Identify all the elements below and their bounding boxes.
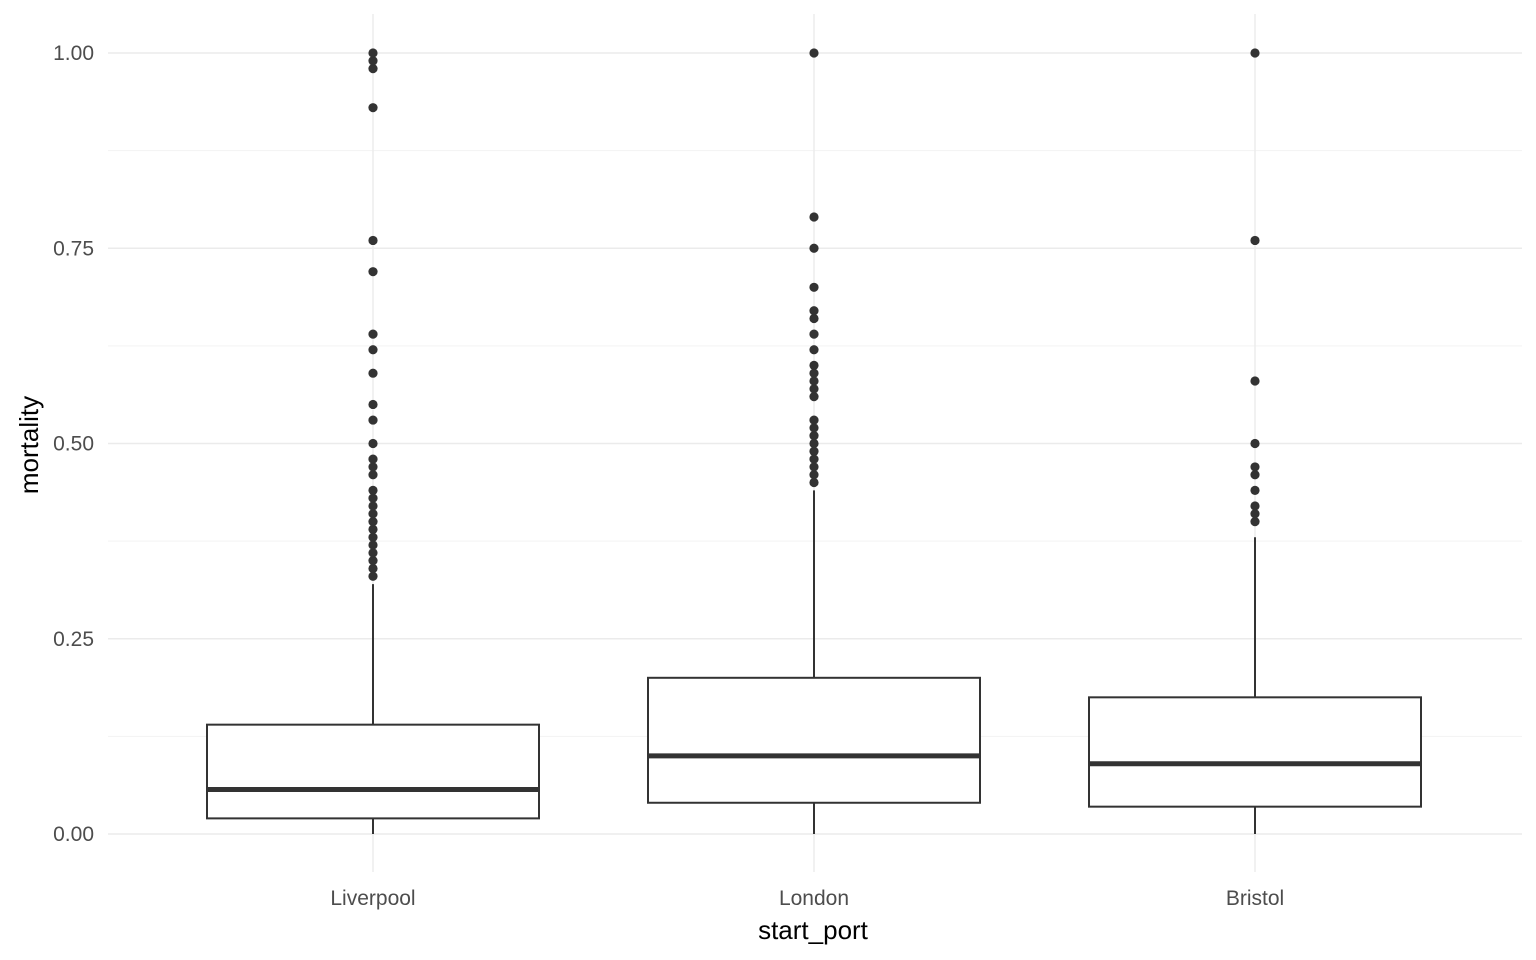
outlier-point <box>809 48 819 58</box>
y-tick-label: 0.75 <box>53 237 94 260</box>
x-axis-tick-labels: Liverpool London Bristol <box>330 887 1284 910</box>
outlier-point <box>368 235 378 246</box>
box-group-london <box>647 48 981 834</box>
outlier-point <box>368 399 378 410</box>
y-axis-tick-labels: 0.00 0.25 0.50 0.75 1.00 <box>53 42 94 846</box>
outlier-point <box>1250 48 1260 58</box>
outlier-point <box>368 329 378 339</box>
outlier-point <box>1250 470 1260 480</box>
outlier-point <box>809 384 819 394</box>
outlier-point <box>368 56 378 66</box>
outlier-point <box>809 438 819 449</box>
outlier-point <box>809 212 819 222</box>
box-group-liverpool <box>206 48 540 834</box>
x-tick-label: London <box>779 887 849 910</box>
outlier-point <box>809 477 819 488</box>
x-tick-label: Liverpool <box>330 887 415 910</box>
outlier-point <box>1250 485 1260 495</box>
outlier-point <box>1250 438 1260 449</box>
outlier-point <box>809 470 819 480</box>
iqr-box <box>206 723 540 820</box>
iqr-box <box>647 676 981 804</box>
iqr-box <box>1088 696 1422 808</box>
outlier-point <box>809 345 819 355</box>
box-group-bristol <box>1088 48 1422 834</box>
outlier-point <box>809 368 819 378</box>
y-axis-title: mortality <box>14 396 44 494</box>
outlier-point <box>809 313 819 324</box>
x-axis-title: start_port <box>758 915 869 945</box>
outlier-point <box>368 470 378 480</box>
outlier-point <box>368 462 378 472</box>
x-tick-label: Bristol <box>1226 887 1284 910</box>
y-tick-label: 1.00 <box>53 42 94 65</box>
outlier-point <box>368 517 378 527</box>
outlier-point <box>368 368 378 378</box>
outlier-point <box>809 360 819 370</box>
outlier-point <box>809 306 819 316</box>
y-tick-label: 0.25 <box>53 628 94 651</box>
outlier-point <box>368 493 378 503</box>
outlier-point <box>809 462 819 472</box>
y-tick-label: 0.00 <box>53 823 94 846</box>
outlier-point <box>368 571 378 581</box>
outlier-point <box>809 376 819 386</box>
outlier-point <box>368 454 378 464</box>
outlier-point <box>368 556 378 566</box>
outlier-point <box>809 243 819 253</box>
boxes <box>206 48 1422 834</box>
outlier-point <box>1250 517 1260 527</box>
outlier-point <box>368 267 378 277</box>
outlier-point <box>368 501 378 511</box>
outlier-point <box>368 485 378 495</box>
outlier-point <box>809 282 819 292</box>
outlier-point <box>368 345 378 355</box>
outlier-point <box>809 415 819 425</box>
outlier-point <box>368 64 378 74</box>
outlier-point <box>809 329 819 339</box>
outlier-point <box>1250 509 1260 519</box>
outlier-point <box>368 103 378 113</box>
outlier-point <box>368 438 378 449</box>
outlier-point <box>809 423 819 433</box>
outlier-point <box>368 532 378 542</box>
outlier-point <box>809 446 819 456</box>
outlier-point <box>368 415 378 425</box>
outlier-point <box>368 563 378 574</box>
outlier-point <box>368 48 378 58</box>
outlier-point <box>368 509 378 519</box>
outlier-point <box>809 454 819 464</box>
outlier-point <box>1250 376 1260 386</box>
outlier-point <box>368 548 378 558</box>
y-tick-label: 0.50 <box>53 433 94 456</box>
outlier-point <box>368 524 378 535</box>
outlier-point <box>368 540 378 550</box>
outlier-point <box>1250 462 1260 472</box>
outlier-point <box>1250 235 1260 246</box>
outlier-point <box>809 392 819 402</box>
outlier-point <box>809 431 819 441</box>
outlier-point <box>1250 501 1260 511</box>
